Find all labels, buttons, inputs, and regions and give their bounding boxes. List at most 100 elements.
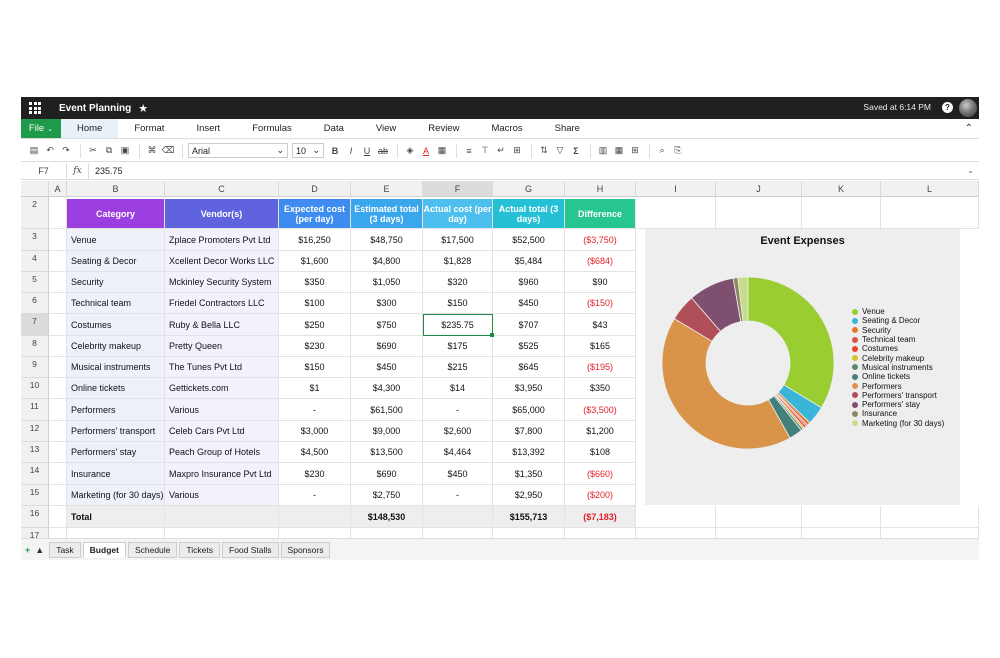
table-cell[interactable]: Various [165,399,279,421]
filter-icon[interactable]: ▽ [556,145,564,155]
clear-format-icon[interactable]: ⌫ [161,145,175,155]
column-header-i[interactable]: I [636,181,716,197]
row-header[interactable]: 17 [21,528,49,538]
table-cell[interactable]: Xcellent Decor Works LLC [165,251,279,272]
table-cell[interactable]: $1,050 [351,272,423,293]
row-header[interactable]: 10 [21,378,49,399]
row-header[interactable]: 3 [21,229,49,251]
column-header-e[interactable]: E [351,181,423,197]
sheet-tab-tickets[interactable]: Tickets [179,541,221,558]
empty-cell[interactable] [67,528,165,538]
table-cell[interactable]: $1,200 [565,421,636,442]
table-cell[interactable]: $100 [279,293,351,314]
table-cell[interactable]: $645 [493,357,565,378]
table-cell[interactable]: $690 [351,336,423,357]
bold-button[interactable]: B [331,145,339,156]
total-label-cell[interactable]: Total [67,506,165,528]
table-cell[interactable]: $450 [351,357,423,378]
find-icon[interactable]: ⌕ [659,145,665,155]
file-menu-button[interactable]: File ⌄ [21,119,61,138]
tab-home[interactable]: Home [61,119,119,138]
formula-input[interactable]: 235.75 [95,166,123,176]
table-cell[interactable]: $750 [351,314,423,336]
sheet-grid[interactable]: A B C D E F G H I J K L 2 3 4 5 6 7 8 9 10 11 12 13 14 15 16 17 Cate… [21,181,979,538]
borders-icon[interactable]: ▦ [437,145,447,155]
underline-button[interactable]: U [363,145,371,156]
font-family-select[interactable]: Arial ⌄ [188,143,288,158]
tab-review[interactable]: Review [428,123,460,134]
expand-formula-icon[interactable]: ⌄ [967,166,974,175]
table-cell[interactable]: - [423,399,493,421]
table-cell[interactable]: $13,500 [351,442,423,463]
tab-formulas[interactable]: Formulas [252,123,292,134]
avatar[interactable] [959,99,977,117]
column-header-f[interactable]: F [423,181,493,197]
copy-icon[interactable]: ⧉ [105,145,113,155]
table-cell[interactable]: - [279,399,351,421]
row-header[interactable]: 8 [21,336,49,357]
redo-icon[interactable]: ↷ [62,145,70,155]
table-cell[interactable]: $4,300 [351,378,423,399]
table-cell[interactable]: $690 [351,463,423,485]
empty-cell[interactable] [881,197,979,229]
table-cell[interactable]: $960 [493,272,565,293]
empty-cell[interactable] [49,251,67,272]
table-cell[interactable]: $250 [279,314,351,336]
empty-cell[interactable] [49,336,67,357]
empty-cell[interactable] [49,314,67,336]
selection-fill-handle[interactable] [490,333,494,337]
sheet-tab-schedule[interactable]: Schedule [127,541,178,558]
column-header-l[interactable]: L [881,181,979,197]
row-header[interactable]: 6 [21,293,49,314]
empty-cell[interactable] [49,357,67,378]
table-cell[interactable]: Maxpro Insurance Pvt Ltd [165,463,279,485]
insert-column-icon[interactable]: ▦ [614,145,624,155]
table-cell[interactable]: Venue [67,229,165,251]
table-cell[interactable]: $230 [279,336,351,357]
row-header[interactable]: 16 [21,506,49,528]
tab-view[interactable]: View [375,123,397,134]
align-left-icon[interactable]: ≡ [466,145,472,156]
table-cell[interactable]: Technical team [67,293,165,314]
table-header-cell[interactable]: Difference [565,199,636,229]
table-cell[interactable]: $150 [423,293,493,314]
table-cell[interactable]: Peach Group of Hotels [165,442,279,463]
empty-cell[interactable] [49,378,67,399]
pie-slice-marketing-for-30-days[interactable] [737,276,749,322]
format-painter-icon[interactable]: ⌘ [147,145,157,155]
function-icon[interactable]: fx [67,163,89,179]
table-cell[interactable]: - [279,485,351,506]
table-cell[interactable]: Ruby & Bella LLC [165,314,279,336]
empty-cell[interactable] [165,528,279,538]
empty-cell[interactable] [565,528,636,538]
help-icon[interactable]: ? [942,102,953,113]
row-header[interactable]: 4 [21,251,49,272]
tab-macros[interactable]: Macros [491,123,523,134]
empty-cell[interactable] [636,506,716,528]
empty-cell[interactable] [49,506,67,528]
empty-cell[interactable] [802,197,881,229]
total-cell[interactable] [423,506,493,528]
empty-cell[interactable] [636,197,716,229]
table-cell[interactable]: $108 [565,442,636,463]
undo-icon[interactable]: ↶ [46,145,54,155]
sheet-tab-sponsors[interactable]: Sponsors [280,541,331,558]
fill-color-icon[interactable]: ◈ [406,145,414,155]
table-cell[interactable]: Performers' transport [67,421,165,442]
table-cell[interactable]: The Tunes Pvt Ltd [165,357,279,378]
font-color-button[interactable]: A [422,145,429,156]
print-icon[interactable]: ▤ [29,145,39,155]
sort-icon[interactable]: ⇅ [540,145,548,155]
star-icon[interactable]: ★ [138,102,149,115]
empty-cell[interactable] [351,528,423,538]
table-cell[interactable]: $707 [493,314,565,336]
empty-cell[interactable] [716,528,802,538]
row-header[interactable]: 2 [21,197,49,229]
table-cell[interactable]: Insurance [67,463,165,485]
wrap-text-icon[interactable]: ↵ [497,145,505,155]
table-cell[interactable]: $230 [279,463,351,485]
table-cell[interactable]: $235.75 [423,314,493,336]
tab-data[interactable]: Data [323,123,344,134]
pie-slice-venue[interactable] [747,276,835,409]
empty-cell[interactable] [493,528,565,538]
